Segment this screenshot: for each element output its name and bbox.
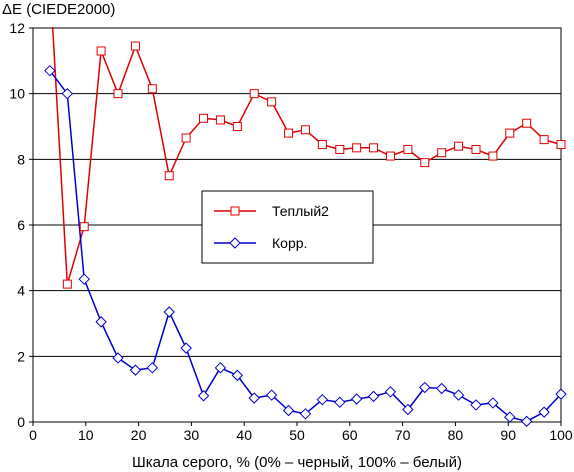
series-1-point: [215, 115, 225, 125]
series-2-point: [402, 403, 414, 416]
x-tick-label: 100: [549, 427, 573, 443]
series-2-point: [470, 399, 482, 411]
series-1-point: [522, 118, 532, 128]
legend-label-series-1: Теплый2: [272, 203, 329, 219]
legend-marker-series-1: [230, 206, 240, 216]
series-2-point: [299, 408, 312, 420]
y-tick-label: 8: [17, 151, 25, 167]
series-1-point: [385, 151, 395, 161]
x-tick-label: 30: [184, 427, 200, 443]
series-2-point: [78, 273, 90, 285]
series-1-point: [62, 279, 72, 289]
legend: Теплый2 Корр.: [201, 190, 374, 264]
series-2-point: [129, 364, 142, 376]
x-tick-label: 0: [29, 427, 37, 443]
series-1-point: [232, 122, 242, 131]
x-tick-label: 40: [236, 427, 252, 443]
series-1-point: [539, 135, 549, 145]
series-1-point: [249, 89, 259, 99]
series-2-point: [452, 389, 465, 401]
y-axis-ticks: 0 2 4 6 8 10 12: [9, 20, 33, 430]
series-1-point: [267, 97, 277, 107]
series-1-point: [181, 133, 191, 143]
series-2-point: [520, 415, 533, 428]
series-1-point: [130, 41, 140, 51]
series-1-point: [505, 128, 515, 138]
series-1-point: [352, 143, 362, 153]
series-2-point: [197, 390, 210, 402]
series-1-point: [284, 128, 294, 138]
series-2-point: [180, 342, 192, 354]
series-2-point: [435, 382, 448, 395]
legend-label-series-2: Корр.: [272, 235, 307, 251]
series-1-point: [335, 144, 345, 154]
series-2-point: [419, 381, 431, 394]
series-1-point: [420, 158, 430, 168]
series-1-point: [556, 140, 566, 150]
y-axis-title: ΔE (CIEDE2000): [2, 1, 115, 18]
x-tick-label: 50: [289, 427, 305, 443]
legend-item-series-1: Теплый2: [214, 203, 329, 219]
series-1-point: [164, 171, 174, 181]
series-2-point: [350, 393, 363, 405]
series-2-point: [163, 306, 175, 318]
series-2-point: [555, 388, 567, 400]
series-1-point: [488, 151, 498, 161]
y-tick-label: 2: [17, 348, 25, 364]
series-2-point: [61, 87, 74, 100]
series-2-point: [214, 362, 227, 374]
series-1-point: [199, 113, 209, 123]
series-2-point: [95, 316, 107, 328]
series-1-point: [437, 148, 447, 158]
x-axis-title: Шкала серого, % (0% – черный, 100% – бел…: [132, 454, 462, 471]
y-tick-label: 10: [9, 86, 25, 102]
series-2-point: [316, 393, 329, 406]
series-1-point: [369, 143, 379, 153]
series-2-point: [367, 390, 380, 403]
series-2-point: [112, 352, 124, 364]
y-tick-label: 12: [9, 20, 25, 36]
x-tick-label: 20: [131, 427, 147, 443]
x-axis-ticks: 0 10 20 30 40 50 60 70 80 90 100: [29, 422, 573, 443]
series-2-point: [231, 369, 244, 382]
series-2-point: [44, 64, 56, 77]
y-tick-label: 0: [17, 414, 25, 430]
series-1-point: [317, 140, 327, 150]
x-tick-label: 90: [500, 427, 516, 443]
series-1-point: [79, 222, 89, 232]
series-1-point: [96, 46, 106, 56]
series-2-point: [538, 406, 550, 418]
x-tick-label: 10: [78, 427, 94, 443]
series-1-point: [471, 144, 481, 154]
series-2-point: [504, 411, 516, 423]
series-2-point: [248, 392, 260, 404]
series-2-point: [146, 362, 159, 374]
legend-marker-series-2: [229, 237, 241, 249]
legend-item-series-2: Корр.: [214, 235, 307, 251]
series-2-point: [282, 404, 295, 417]
x-tick-label: 80: [448, 427, 464, 443]
series-2-point: [384, 386, 397, 398]
series-1-point: [300, 125, 310, 135]
y-tick-label: 6: [17, 217, 25, 233]
series-1-point: [113, 89, 123, 99]
series-1-point: [147, 84, 157, 94]
series-2-point: [265, 389, 278, 401]
series-2-point: [487, 397, 499, 409]
y-tick-label: 4: [17, 283, 25, 299]
x-tick-label: 60: [342, 427, 358, 443]
x-tick-label: 70: [395, 427, 411, 443]
series-1-point: [454, 141, 464, 151]
markers-layer: [44, 41, 567, 428]
series-2-point: [334, 396, 346, 409]
legend-box: [201, 190, 374, 264]
series-1-point: [403, 144, 413, 154]
